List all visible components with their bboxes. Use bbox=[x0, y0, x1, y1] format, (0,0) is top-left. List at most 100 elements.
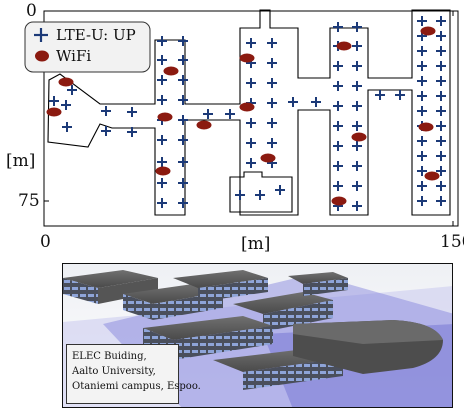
lte-u-marker bbox=[157, 198, 167, 208]
wifi-marker bbox=[331, 196, 347, 206]
lte-legend-plus-icon bbox=[34, 28, 48, 42]
lte-u-marker bbox=[49, 96, 59, 106]
lte-u-marker bbox=[225, 109, 235, 119]
lte-u-marker bbox=[436, 196, 446, 206]
lte-u-marker bbox=[178, 198, 188, 208]
lte-u-marker bbox=[127, 107, 137, 117]
caption-line-building: ELEC Buiding, bbox=[72, 351, 147, 362]
lte-u-marker bbox=[417, 106, 427, 116]
wifi-legend-dot-icon bbox=[35, 50, 49, 62]
lte-u-marker bbox=[436, 136, 446, 146]
lte-u-marker bbox=[127, 127, 137, 137]
lte-u-marker bbox=[352, 201, 362, 211]
lte-u-marker bbox=[267, 78, 277, 88]
wifi-marker bbox=[336, 41, 352, 51]
wifi-marker bbox=[420, 26, 436, 36]
lte-u-marker bbox=[288, 97, 298, 107]
wifi-marker bbox=[260, 153, 276, 163]
lte-u-marker bbox=[178, 115, 188, 125]
lte-u-marker bbox=[417, 16, 427, 26]
caption-line-campus: Otaniemi campus, Espoo. bbox=[72, 381, 201, 392]
lte-u-marker bbox=[417, 136, 427, 146]
lte-u-marker bbox=[333, 121, 343, 131]
lte-u-marker bbox=[352, 41, 362, 51]
lte-u-marker bbox=[61, 100, 71, 110]
lte-u-marker bbox=[436, 46, 446, 56]
lte-u-marker bbox=[417, 46, 427, 56]
lte-u-marker bbox=[333, 181, 343, 191]
wifi-marker bbox=[155, 166, 171, 176]
lte-u-marker bbox=[178, 95, 188, 105]
lte-u-marker bbox=[267, 38, 277, 48]
lte-u-marker bbox=[255, 190, 265, 200]
lte-u-marker bbox=[311, 97, 321, 107]
lte-u-marker bbox=[157, 95, 167, 105]
wifi-marker bbox=[46, 107, 62, 117]
lte-marker-layer bbox=[49, 16, 446, 211]
lte-u-marker bbox=[417, 61, 427, 71]
wifi-marker bbox=[163, 66, 179, 76]
caption-line-university: Aalto University, bbox=[72, 366, 156, 377]
lte-u-marker bbox=[417, 76, 427, 86]
lte-u-marker bbox=[436, 121, 446, 131]
lte-u-marker bbox=[246, 38, 256, 48]
building-outline bbox=[47, 9, 451, 216]
lte-u-marker bbox=[352, 81, 362, 91]
lte-u-marker bbox=[246, 118, 256, 128]
x-tick-150: 150 bbox=[440, 232, 464, 252]
lte-u-marker bbox=[178, 135, 188, 145]
lte-u-marker bbox=[436, 76, 446, 86]
lte-u-marker bbox=[101, 106, 111, 116]
x-tick-0: 0 bbox=[40, 232, 51, 252]
lte-u-marker bbox=[436, 106, 446, 116]
wifi-marker bbox=[58, 77, 74, 87]
lte-u-marker bbox=[375, 90, 385, 100]
floor-plan-figure: LTE-U: UP WiFi bbox=[24, 9, 459, 227]
wifi-marker bbox=[239, 102, 255, 112]
render-buildings bbox=[63, 270, 443, 390]
lte-u-marker bbox=[267, 58, 277, 68]
lte-u-marker bbox=[436, 151, 446, 161]
lte-u-marker bbox=[417, 91, 427, 101]
wifi-marker bbox=[424, 171, 440, 181]
lte-u-marker bbox=[352, 101, 362, 111]
lte-u-marker bbox=[62, 122, 72, 132]
lte-u-marker bbox=[352, 141, 362, 151]
wifi-marker bbox=[239, 53, 255, 63]
lte-u-marker bbox=[352, 181, 362, 191]
lte-u-marker bbox=[267, 138, 277, 148]
lte-u-marker bbox=[436, 16, 446, 26]
lte-u-marker bbox=[157, 75, 167, 85]
legend-box bbox=[24, 21, 151, 73]
lte-u-marker bbox=[267, 118, 277, 128]
lte-u-marker bbox=[178, 55, 188, 65]
lte-u-marker bbox=[436, 91, 446, 101]
lte-u-marker bbox=[352, 161, 362, 171]
x-axis-label: [m] bbox=[241, 234, 271, 254]
tick-marks bbox=[44, 10, 454, 226]
lte-u-marker bbox=[157, 178, 167, 188]
lte-u-marker bbox=[178, 178, 188, 188]
y-axis-label: [m] bbox=[6, 151, 36, 171]
wifi-marker bbox=[157, 112, 173, 122]
lte-u-marker bbox=[417, 181, 427, 191]
lte-u-marker bbox=[101, 126, 111, 136]
lte-u-marker bbox=[436, 181, 446, 191]
lte-u-marker bbox=[417, 196, 427, 206]
lte-u-marker bbox=[246, 158, 256, 168]
lte-u-marker bbox=[417, 151, 427, 161]
annex-outline bbox=[229, 171, 293, 213]
legend-lte-label: LTE-U: UP bbox=[56, 26, 136, 44]
wifi-marker bbox=[418, 122, 434, 132]
lte-u-marker bbox=[178, 36, 188, 46]
lte-u-marker bbox=[67, 85, 77, 95]
legend-wifi-label: WiFi bbox=[56, 47, 91, 65]
lte-u-marker bbox=[436, 166, 446, 176]
lte-u-marker bbox=[436, 31, 446, 41]
wifi-marker bbox=[351, 132, 367, 142]
wifi-marker-layer bbox=[46, 26, 440, 206]
lte-u-marker bbox=[395, 90, 405, 100]
lte-u-marker bbox=[267, 98, 277, 108]
lte-u-marker bbox=[333, 22, 343, 32]
legend: LTE-U: UP WiFi bbox=[24, 21, 151, 73]
